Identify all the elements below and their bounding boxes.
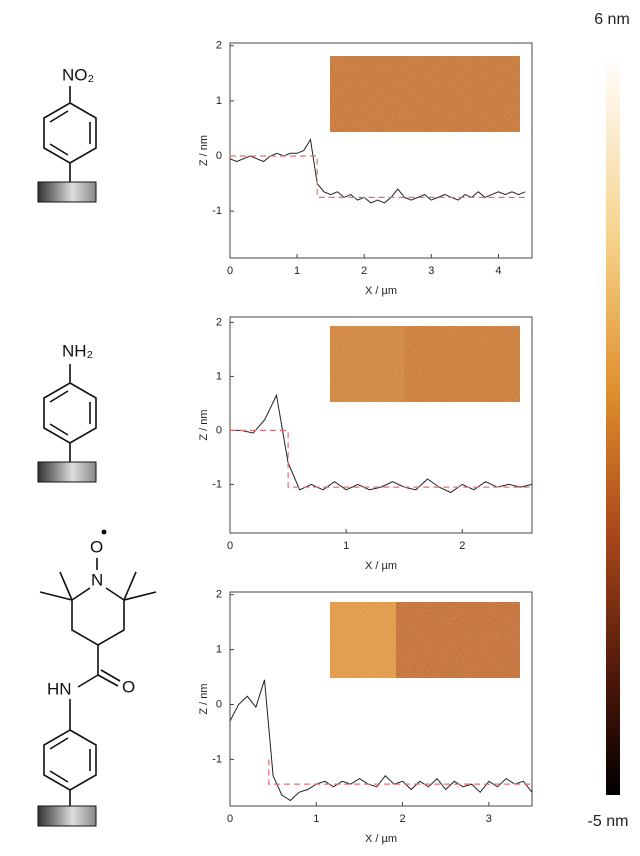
y-axis-label: Z / nm — [198, 409, 210, 440]
x-tick-label: 0 — [227, 540, 233, 552]
profile-line — [229, 679, 533, 802]
atom-label: N — [91, 570, 103, 589]
y-tick-label: 1 — [216, 95, 222, 107]
y-tick-label: 0 — [216, 698, 222, 710]
y-tick-label: 1 — [216, 644, 222, 656]
x-tick-label: 4 — [495, 265, 501, 277]
fit-line — [230, 429, 532, 488]
atom-label: O — [90, 537, 103, 556]
y-tick-label: 0 — [216, 150, 222, 162]
x-tick-label: 0 — [227, 813, 233, 825]
y-tick-label: 2 — [216, 316, 222, 328]
x-tick-label: 2 — [459, 540, 465, 552]
x-tick-label: 2 — [361, 265, 367, 277]
molecule: NO₂ — [37, 65, 97, 203]
afm-inset — [330, 602, 520, 678]
colorbar — [606, 55, 620, 795]
substituent-label: NO₂ — [62, 65, 94, 84]
colorbar-max-label: 6 nm — [594, 11, 630, 28]
profile-line — [229, 138, 526, 204]
plot-frame — [229, 42, 533, 259]
fit-line — [268, 759, 532, 785]
x-tick-label: 1 — [294, 265, 300, 277]
y-tick-label: 2 — [216, 40, 222, 52]
y-axis-label: Z / nm — [198, 135, 210, 166]
x-tick-label: 1 — [313, 813, 319, 825]
plot-frame — [229, 316, 533, 534]
y-tick-label: -1 — [212, 478, 222, 490]
y-tick-label: 0 — [216, 424, 222, 436]
atom-label: HN — [47, 679, 72, 698]
x-tick-label: 3 — [428, 265, 434, 277]
substituent-label: NH₂ — [62, 341, 93, 360]
colorbar-min-label: -5 nm — [588, 813, 629, 830]
profile-line — [230, 393, 533, 494]
x-tick-label: 0 — [227, 265, 233, 277]
x-tick-label: 2 — [400, 813, 406, 825]
y-axis-label: Z / nm — [198, 683, 210, 714]
y-tick-label: -1 — [212, 753, 222, 765]
y-tick-label: 1 — [216, 370, 222, 382]
afm-inset — [330, 326, 520, 402]
atom-label: O — [122, 677, 135, 696]
fit-line — [230, 155, 526, 198]
x-axis-label: X / µm — [365, 833, 397, 845]
molecule: NH₂ — [37, 341, 97, 483]
molecule: O N O HN — [37, 529, 157, 827]
y-tick-label: -1 — [212, 205, 222, 217]
x-axis-label: X / µm — [365, 285, 397, 297]
x-axis-label: X / µm — [365, 560, 397, 572]
afm-inset — [330, 56, 520, 132]
plot-frame — [229, 591, 533, 807]
x-tick-label: 3 — [486, 813, 492, 825]
x-tick-label: 1 — [343, 540, 349, 552]
y-tick-label: 2 — [216, 589, 222, 601]
